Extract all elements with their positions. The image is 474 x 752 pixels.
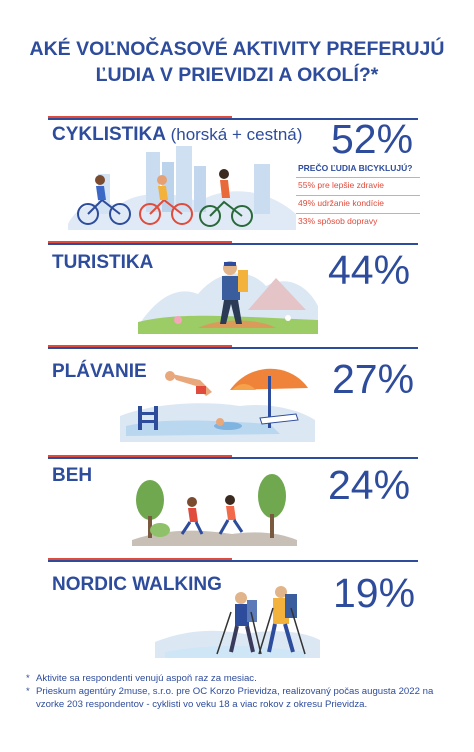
- section-divider: [48, 116, 418, 120]
- reason-divider: [296, 195, 420, 196]
- nordic-walking-illustration: [155, 586, 320, 658]
- hiking-illustration: [138, 261, 318, 334]
- cycling-illustration: [68, 146, 296, 230]
- section-divider: [48, 345, 418, 349]
- title-line-1: AKÉ VOĽNOČASOVÉ AKTIVITY PREFERUJÚ: [29, 38, 445, 60]
- reason-text: udržanie kondície: [317, 198, 385, 208]
- reason-value: 55%: [298, 180, 316, 190]
- cycling-reasons-heading: PREČO ĽUDIA BICYKLUJÚ?: [298, 163, 413, 173]
- activity-percent: 44%: [328, 247, 411, 293]
- activity-percent: 19%: [333, 570, 416, 616]
- section-divider: [48, 241, 418, 245]
- section-divider: [48, 455, 418, 459]
- activity-percent: 27%: [332, 356, 415, 402]
- reason-divider: [296, 177, 420, 178]
- reason-text: spôsob dopravy: [317, 216, 378, 226]
- activity-label-nordic-walking: NORDIC WALKING: [52, 574, 222, 595]
- asterisk: *: [26, 686, 30, 698]
- section-divider: [48, 558, 418, 562]
- page-title: AKÉ VOĽNOČASOVÉ AKTIVITY PREFERUJÚ ĽUDIA…: [0, 36, 474, 88]
- activity-label-swimming: PLÁVANIE: [52, 361, 147, 382]
- title-line-2: ĽUDIA V PRIEVIDZI A OKOLÍ?*: [95, 64, 379, 86]
- footnotes: * Aktivite sa respondenti venujú aspoň ra…: [26, 672, 456, 712]
- activity-label-hiking: TURISTIKA: [52, 252, 154, 273]
- swimming-illustration: [120, 368, 315, 442]
- reason-item: 55% pre lepšie zdravie: [298, 180, 384, 190]
- reason-item: 33% spôsob dopravy: [298, 216, 377, 226]
- footnote-text: Prieskum agentúry 2muse, s.r.o. pre OC K…: [36, 686, 434, 711]
- activity-percent: 24%: [328, 462, 411, 508]
- reason-value: 49%: [298, 198, 316, 208]
- footnote-text: Aktivite sa respondenti venujú aspoň raz…: [36, 673, 257, 684]
- reason-item: 49% udržanie kondície: [298, 198, 384, 208]
- activity-subtitle: (horská + cestná): [170, 125, 303, 144]
- footnote: * Aktivite sa respondenti venujú aspoň ra…: [26, 672, 456, 685]
- footnote: * Prieskum agentúry 2muse, s.r.o. pre OC …: [26, 685, 456, 711]
- activity-label-running: BEH: [52, 465, 93, 486]
- reason-divider: [296, 213, 420, 214]
- running-illustration: [132, 474, 297, 546]
- activity-percent: 52%: [331, 116, 414, 162]
- asterisk: *: [26, 673, 30, 684]
- reason-value: 33%: [298, 216, 316, 226]
- activity-label-cycling: CYKLISTIKA (horská + cestná): [52, 124, 302, 146]
- activity-name: CYKLISTIKA: [52, 124, 166, 145]
- reason-text: pre lepšie zdravie: [317, 180, 385, 190]
